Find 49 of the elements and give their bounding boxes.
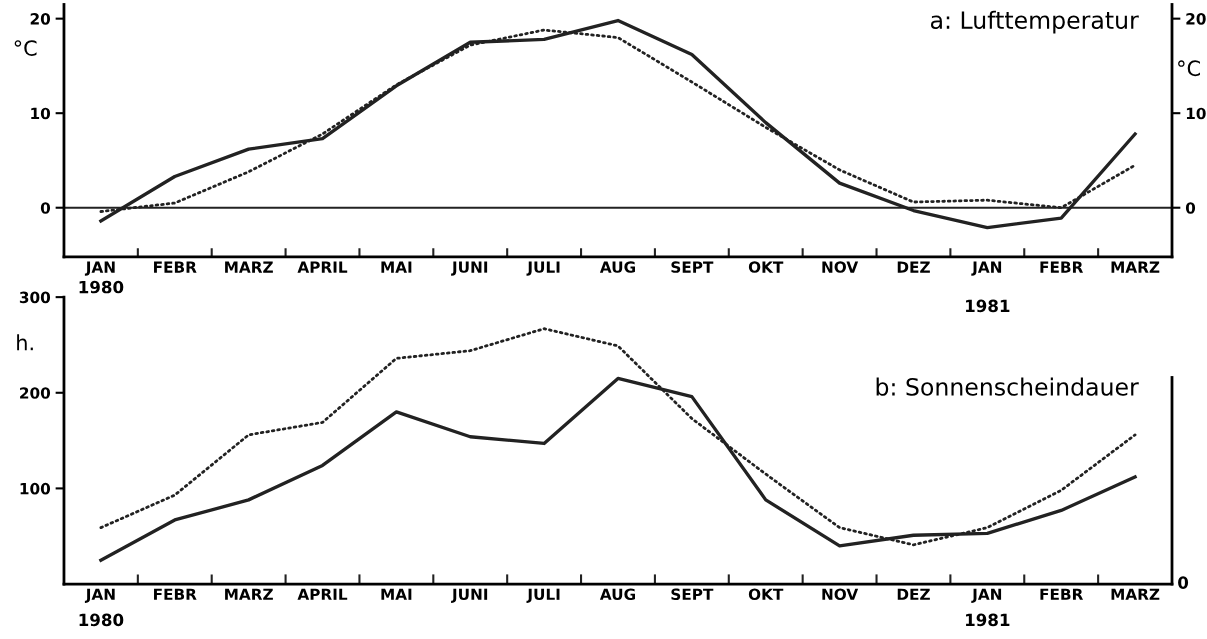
y-tick-label: 200 (20, 387, 51, 399)
x-tick-label: JAN (971, 588, 1002, 603)
x-tick-label: OKT (748, 261, 784, 273)
x-tick-label: MARZ (1111, 261, 1160, 273)
x-tick-label: NOV (822, 261, 859, 273)
text: b: Sonnenscheindauer (876, 377, 1139, 396)
x-tick-label: APRIL (297, 261, 348, 273)
x-tick-label: FEBR (154, 588, 197, 600)
x-tick-label: JAN (84, 261, 115, 276)
x-tick-label: AUG (599, 261, 635, 273)
y-tick-label: 10 (31, 107, 51, 120)
x-tick-label: MAI (381, 261, 412, 273)
y-tick-label: 300 (19, 291, 51, 304)
x-tick-label: MARZ (225, 588, 273, 600)
x-tick-label: NOV (822, 588, 859, 601)
x-tick-label: JAN (971, 261, 1002, 276)
x-tick-label: SEPT (671, 261, 714, 273)
x-tick-label: MARZ (1111, 588, 1160, 600)
y2-tick-label: 10 (1186, 107, 1206, 120)
x-tick-label: MARZ (225, 261, 273, 273)
x-tick-label: JUNI (451, 261, 488, 276)
text: 1980 (79, 613, 124, 627)
x-tick-label: FEBR (1040, 588, 1084, 600)
x-tick-label: JUNI (451, 588, 488, 603)
x-tick-label: AUG (599, 588, 635, 601)
text: 1980 (79, 280, 124, 294)
y-tick-label: 0 (40, 202, 51, 214)
x-tick-label: JULI (526, 261, 560, 276)
y-axis-title: h. (17, 334, 33, 351)
y2-tick-label: 20 (1186, 13, 1206, 25)
x-tick-label: SEPT (671, 588, 714, 601)
x-tick-label: MAI (381, 588, 412, 600)
x-tick-label: APRIL (297, 588, 348, 600)
x-tick-label: JAN (84, 588, 115, 603)
y-tick-label: 20 (30, 13, 51, 25)
x-tick-label: DEZ (897, 588, 930, 600)
y-axis-title: °C (14, 40, 37, 56)
text: 0 (1178, 576, 1189, 589)
y2-axis-title: °C (1178, 60, 1200, 77)
x-tick-label: JULI (526, 588, 560, 603)
x-tick-label: FEBR (1040, 261, 1084, 273)
x-tick-label: DEZ (897, 261, 930, 273)
y2-tick-label: 0 (1185, 202, 1196, 214)
text: 1981 (966, 613, 1010, 627)
x-tick-label: OKT (748, 588, 784, 601)
chart-title: a: Lufttemperatur (930, 10, 1139, 34)
annotation: 1981 (966, 299, 1010, 313)
y-tick-label: 100 (20, 482, 51, 495)
x-tick-label: FEBR (154, 261, 197, 273)
